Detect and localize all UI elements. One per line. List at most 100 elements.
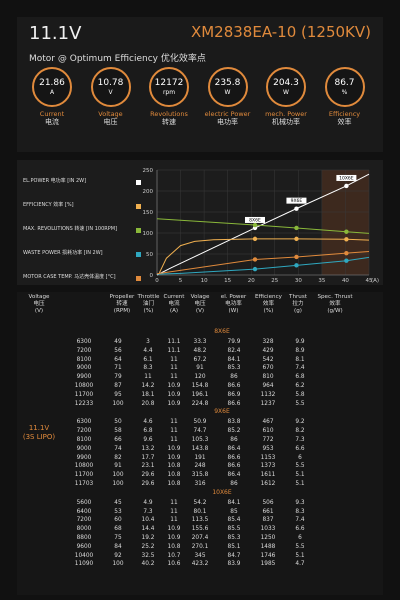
- metric-0: 21.86 A Current 电流: [27, 67, 77, 127]
- metric-label: electric Power: [204, 110, 251, 118]
- metric-unit: rpm: [162, 88, 176, 96]
- metric-unit: %: [341, 88, 348, 96]
- table-cell: 6.8: [143, 428, 153, 435]
- table-row: 10800 91 23.1 10.8 248 86.6 1373 5.5: [61, 462, 383, 471]
- table-cell: 9600: [76, 543, 92, 550]
- side-battery: (3S LIPO): [22, 433, 56, 441]
- metric-label: Current: [39, 110, 65, 118]
- table-header-cell: el. Power 电功率 (W): [216, 294, 251, 315]
- table-cell: 429: [262, 347, 274, 354]
- table-cell: 10.8: [167, 481, 181, 487]
- table-cell: 9900: [76, 454, 92, 461]
- table-cell: 48.2: [193, 347, 207, 354]
- table-cell: 5.1: [295, 481, 305, 487]
- table-cell: 8.1: [295, 356, 305, 363]
- table-cell: 10.8: [167, 463, 181, 470]
- table-cell: 32.5: [141, 552, 155, 559]
- x-tick-label: 20: [248, 278, 255, 284]
- metric-1: 10.78 V Voltage 电压: [86, 67, 136, 127]
- table-cell: 542: [262, 356, 274, 363]
- point-label: 9X6E: [291, 198, 303, 204]
- series-point: [294, 225, 299, 231]
- legend-swatch: [136, 276, 141, 281]
- table-cell: 120: [194, 374, 206, 381]
- table-cell: 20.8: [141, 400, 155, 407]
- table-cell: 224.8: [191, 400, 209, 407]
- header-l3: (V): [34, 308, 44, 314]
- metric-label: Voltage: [98, 110, 123, 118]
- table-cell: 6300: [76, 339, 92, 345]
- table-cell: 80.1: [193, 508, 207, 515]
- voltage-title: 11.1V: [29, 23, 82, 44]
- metric-label-cn: 电功率: [217, 118, 238, 126]
- table-cell: 9900: [76, 374, 92, 381]
- table-cell: 11700: [74, 472, 94, 479]
- metric-2: 12172 rpm Revolutions 转速: [144, 67, 194, 127]
- table-cell: 53: [114, 508, 122, 515]
- series-point: [294, 206, 299, 211]
- table-cell: 6.2: [295, 383, 305, 389]
- metric-value: 12172: [154, 77, 184, 88]
- table-cell: 85: [230, 508, 238, 515]
- table-cell: 86.9: [227, 391, 241, 398]
- legend-item: EFFICIENCY 效率 [%]: [23, 202, 143, 226]
- table-cell: 4.9: [143, 499, 153, 506]
- table-cell: 8.3: [295, 508, 305, 515]
- table-cell: 5600: [76, 499, 92, 506]
- table-row: 6400 53 7.3 11 80.1 85 661 8.3: [61, 508, 383, 517]
- header-l3: (A): [169, 308, 179, 314]
- table-cell: 75: [114, 535, 122, 541]
- table-cell: 87: [114, 383, 122, 389]
- table-cell: 207.4: [191, 535, 209, 541]
- table-cell: 5.1: [295, 472, 305, 479]
- table-header-cell: Voltage 电压 (V): [17, 294, 61, 315]
- table-cell: 86: [230, 481, 238, 487]
- table-cell: 33.3: [193, 339, 207, 345]
- table-row: 8100 64 6.1 11 67.2 84.1 542 8.1: [61, 356, 383, 365]
- table-cell: 11: [170, 437, 178, 443]
- table-cell: 143.8: [191, 445, 209, 452]
- y-tick-label: 50: [146, 252, 153, 258]
- performance-chart: 0 50 100 150 200 250 0 5 10 15 20 25 30 35 40 45(A) 8X6E…: [143, 168, 380, 284]
- table-row: 10400 92 32.5 10.7 345 84.7 1746 5.1: [61, 552, 383, 561]
- table-cell: 5.1: [295, 552, 305, 559]
- table-cell: 10.7: [167, 552, 181, 559]
- table-cell: 83.9: [227, 561, 241, 568]
- table-cell: 10.9: [167, 445, 181, 452]
- metric-unit: A: [49, 88, 55, 96]
- table-cell: 196.1: [191, 391, 209, 398]
- table-cell: 270.1: [191, 543, 209, 550]
- series-line-0: [156, 173, 370, 276]
- table-cell: 86.4: [227, 472, 241, 479]
- metric-label: mech. Power: [265, 110, 307, 118]
- table-cell: 6: [298, 535, 302, 541]
- table-cell: 7.4: [295, 365, 305, 372]
- table-cell: 85.3: [227, 365, 241, 372]
- summary-panel: 11.1V XM2838EA-10 (1250KV) Motor @ Optim…: [17, 17, 383, 152]
- metric-label: Revolutions: [150, 110, 188, 118]
- legend-item: MAX. REVOLUTIONS 转速 [IN 100RPM]: [23, 226, 143, 250]
- point-label: 8X6E: [249, 217, 261, 223]
- table-cell: 50: [114, 419, 122, 426]
- metric-value: 204.3: [273, 77, 299, 88]
- table-cell: 1373: [260, 463, 276, 470]
- table-cell: 10.6: [167, 561, 181, 568]
- table-cell: 11: [170, 365, 178, 372]
- table-row: 12233 100 20.8 10.9 224.8 86.6 1237 5.5: [61, 400, 383, 409]
- table-cell: 86: [230, 374, 238, 381]
- table-cell: 6.1: [143, 356, 153, 363]
- table-cell: 11.1: [167, 347, 181, 354]
- header-l1: Thrust: [289, 294, 307, 300]
- table-cell: 4.4: [143, 347, 153, 354]
- series-point: [344, 183, 349, 189]
- series-point: [252, 236, 258, 242]
- series-point: [344, 229, 349, 234]
- table-cell: 6300: [76, 419, 92, 426]
- table-cell: 18.1: [141, 391, 155, 398]
- table-row: 8000 68 14.4 10.9 155.6 85.5 1033 6.6: [61, 525, 383, 534]
- table-cell: 79: [114, 374, 122, 381]
- table-row: 9000 74 13.2 10.9 143.8 86.4 953 6.6: [61, 445, 383, 454]
- table-cell: 9.6: [143, 437, 153, 443]
- subtitle: Motor @ Optimum Efficiency 优化效率点: [29, 54, 206, 64]
